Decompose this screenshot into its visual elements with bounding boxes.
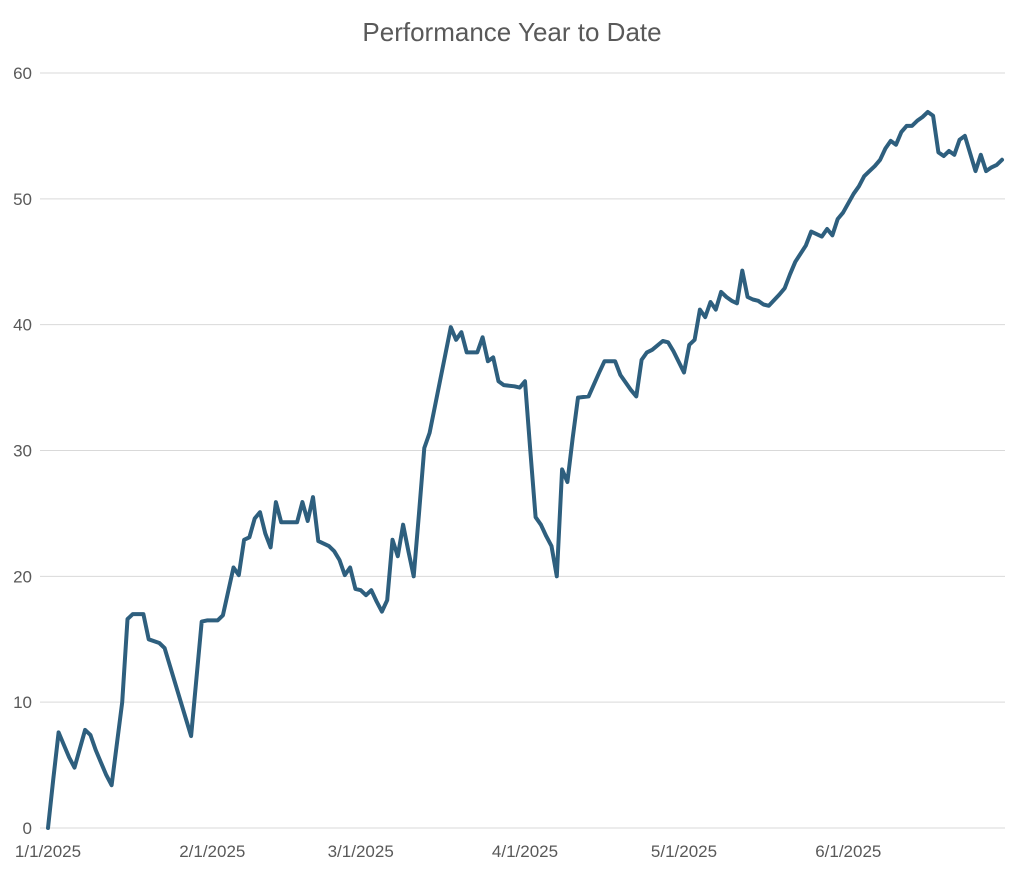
- x-axis-tick-label: 3/1/2025: [328, 842, 394, 861]
- x-axis-labels: 1/1/2025 2/1/2025 3/1/2025 4/1/2025 5/1/2025…: [15, 842, 881, 861]
- gridlines: [40, 72, 1005, 829]
- x-axis-tick-label: 6/1/2025: [815, 842, 881, 861]
- y-axis-tick-label: 50: [13, 190, 32, 209]
- chart-title: Performance Year to Date: [362, 17, 661, 47]
- performance-line: [46, 110, 1004, 830]
- y-axis-tick-label: 40: [13, 316, 32, 335]
- y-axis-tick-label: 10: [13, 693, 32, 712]
- y-axis-tick-label: 0: [23, 819, 32, 838]
- x-axis-tick-label: 1/1/2025: [15, 842, 81, 861]
- x-axis-tick-label: 4/1/2025: [492, 842, 558, 861]
- x-axis-tick-label: 2/1/2025: [179, 842, 245, 861]
- y-axis-labels: 0 10 20 30 40 50 60: [13, 64, 32, 838]
- series-group: [46, 110, 1004, 830]
- x-axis-tick-label: 5/1/2025: [651, 842, 717, 861]
- y-axis-tick-label: 20: [13, 567, 32, 586]
- y-axis-tick-label: 30: [13, 442, 32, 461]
- y-axis-tick-label: 60: [13, 64, 32, 83]
